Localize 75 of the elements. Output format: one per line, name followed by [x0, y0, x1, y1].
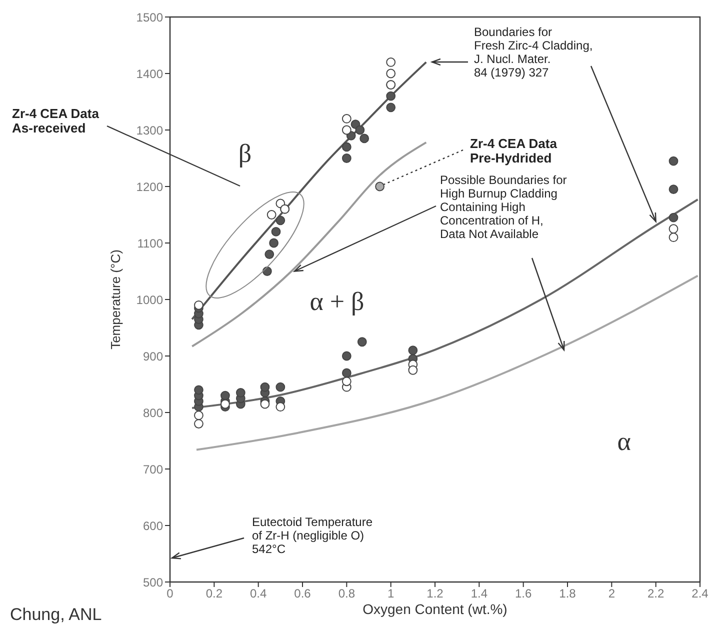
y-tick-label: 1400: [136, 66, 164, 81]
y-tick-label: 1200: [136, 180, 164, 194]
line-series: [196, 274, 699, 451]
point: [271, 227, 281, 236]
annotation: Boundaries for Fresh Zirc-4 Cladding, J. Nucl. Mater. 84 (1979) 327: [474, 25, 593, 80]
point: [386, 102, 396, 112]
y-tick-label: 1500: [136, 10, 164, 24]
x-tick-label: 2.4: [692, 586, 709, 601]
x-tick-label: 1.4: [470, 586, 488, 601]
annotation: β: [238, 138, 252, 168]
point: [236, 388, 246, 398]
point: [266, 210, 276, 220]
x-tick-label: 1.6: [514, 586, 532, 601]
x-tick-label: 0: [166, 586, 174, 601]
point: [355, 125, 365, 135]
point: [342, 142, 352, 152]
point: [276, 216, 286, 226]
point: [668, 156, 678, 166]
y-tick-label: 800: [142, 406, 164, 420]
y-tick-label: 1300: [136, 123, 164, 138]
x-tick-label: 2: [608, 586, 616, 601]
point: [276, 402, 286, 412]
point: [668, 212, 678, 222]
y-axis-title: Temperature (°C): [108, 250, 123, 350]
point: [264, 250, 274, 259]
y-tick-label: 1100: [137, 236, 164, 250]
point: [342, 351, 352, 361]
point: [408, 365, 418, 375]
point: [194, 300, 204, 310]
text: Chung, ANL: [10, 605, 102, 624]
point: [262, 266, 272, 276]
annotation: α: [617, 426, 632, 456]
x-tick-label: 0.6: [294, 586, 312, 601]
point: [260, 382, 270, 392]
point: [342, 368, 352, 378]
y-tick-label: 700: [142, 462, 164, 476]
point: [357, 337, 367, 347]
point: [386, 58, 396, 67]
point: [220, 390, 230, 400]
x-tick-label: 0.2: [206, 586, 223, 601]
point: [269, 238, 278, 248]
x-tick-label: 2.2: [647, 586, 664, 601]
point: [260, 399, 270, 409]
point: [342, 376, 352, 386]
annotation: α + β: [310, 286, 364, 316]
x-tick-label: 1.8: [559, 586, 576, 601]
point: [342, 114, 352, 124]
point: [194, 385, 204, 395]
annotation: Possible Boundaries for High Burnup Cladding Containing High Concentration of H, Data Not Available: [440, 173, 567, 241]
annotation: Zr-4 CEA Data Pre-Hydrided: [470, 136, 558, 166]
point: [276, 382, 286, 392]
x-tick-label: 0.8: [338, 586, 356, 601]
x-tick-label: 0.4: [250, 586, 267, 601]
annotation: Eutectoid Temperature of Zr-H (negligible O) 542°C: [252, 515, 373, 556]
point: [386, 68, 396, 78]
line-series: [191, 61, 428, 320]
point: [375, 182, 384, 192]
x-axis-title: Oxygen Content (wt.%): [362, 601, 508, 617]
point: [342, 125, 352, 135]
y-tick-label: 600: [142, 518, 164, 533]
point: [668, 184, 678, 194]
point: [386, 91, 396, 101]
line-series: [191, 141, 428, 348]
line-series: [191, 198, 699, 409]
x-tick-label: 1: [387, 586, 394, 601]
point: [342, 154, 352, 163]
x-tick-label: 1.2: [426, 586, 444, 601]
point: [360, 134, 370, 144]
point: [220, 399, 230, 409]
point: [194, 419, 204, 428]
point: [408, 346, 418, 356]
y-tick-label: 500: [142, 575, 164, 590]
text: Zr-4 CEA Data As-received: [12, 106, 100, 136]
y-tick-label: 1000: [136, 292, 164, 307]
y-tick-label: 900: [142, 349, 164, 364]
